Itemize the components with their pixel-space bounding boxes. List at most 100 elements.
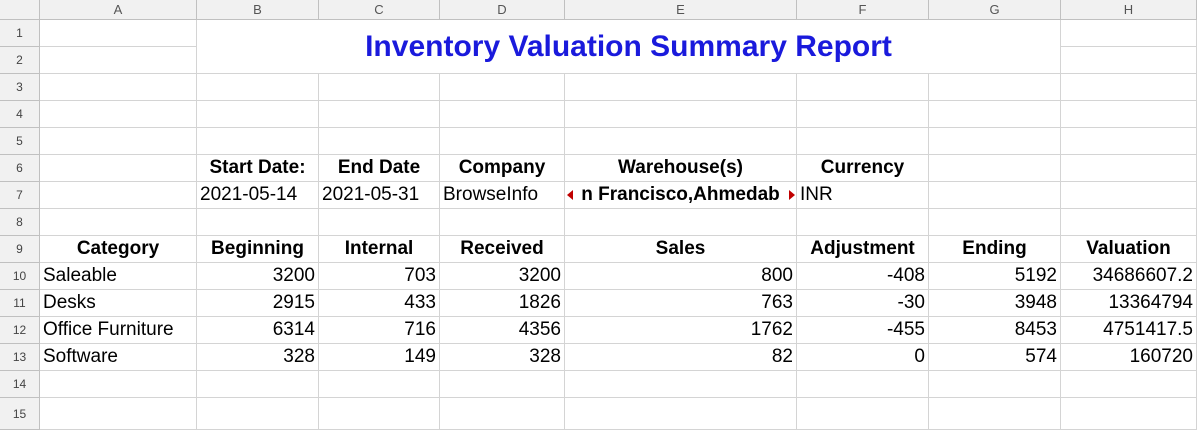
beginning-cell[interactable]: 3200 [197,263,319,290]
cell[interactable] [565,398,797,430]
cell[interactable] [797,101,929,128]
row-header-13[interactable]: 13 [0,344,40,371]
cell[interactable] [929,155,1061,182]
beginning-cell[interactable]: 2915 [197,290,319,317]
category-column-header[interactable]: Category [40,236,197,263]
cell[interactable] [1061,371,1197,398]
cell[interactable] [1061,101,1197,128]
category-cell[interactable]: Desks [40,290,197,317]
cell[interactable] [319,74,440,101]
currency-header[interactable]: Currency [797,155,929,182]
column-header-h[interactable]: H [1061,0,1197,20]
cell[interactable] [40,182,197,209]
ending-cell[interactable]: 3948 [929,290,1061,317]
adjustment-cell[interactable]: -408 [797,263,929,290]
cell[interactable] [197,128,319,155]
cell[interactable] [565,371,797,398]
sales-cell[interactable]: 1762 [565,317,797,344]
warehouse-value[interactable]: n Francisco,Ahmedab [565,182,797,209]
warehouse-header[interactable]: Warehouse(s) [565,155,797,182]
cell[interactable] [319,209,440,236]
valuation-cell[interactable]: 4751417.5 [1061,317,1197,344]
start-date-header[interactable]: Start Date: [197,155,319,182]
column-header-a[interactable]: A [40,0,197,20]
sales-cell[interactable]: 763 [565,290,797,317]
valuation-column-header[interactable]: Valuation [1061,236,1197,263]
adjustment-column-header[interactable]: Adjustment [797,236,929,263]
row-header-12[interactable]: 12 [0,317,40,344]
ending-cell[interactable]: 8453 [929,317,1061,344]
internal-cell[interactable]: 703 [319,263,440,290]
cell[interactable] [1061,20,1197,47]
cell[interactable] [1061,209,1197,236]
valuation-cell[interactable]: 34686607.2 [1061,263,1197,290]
cell[interactable] [1061,128,1197,155]
cell[interactable] [797,398,929,430]
adjustment-cell[interactable]: -30 [797,290,929,317]
cell[interactable] [929,128,1061,155]
cell[interactable] [929,209,1061,236]
cell[interactable] [197,398,319,430]
internal-cell[interactable]: 433 [319,290,440,317]
cell[interactable] [565,101,797,128]
cell[interactable] [40,47,197,74]
end-date-value[interactable]: 2021-05-31 [319,182,440,209]
cell[interactable] [40,398,197,430]
cell[interactable] [1061,398,1197,430]
row-header-8[interactable]: 8 [0,209,40,236]
cell[interactable] [319,398,440,430]
select-all-corner[interactable] [0,0,40,20]
company-value[interactable]: BrowseInfo [440,182,565,209]
cell[interactable] [929,398,1061,430]
received-cell[interactable]: 4356 [440,317,565,344]
cell[interactable] [197,209,319,236]
cell[interactable] [440,74,565,101]
row-header-10[interactable]: 10 [0,263,40,290]
company-header[interactable]: Company [440,155,565,182]
sales-column-header[interactable]: Sales [565,236,797,263]
cell[interactable] [40,155,197,182]
beginning-column-header[interactable]: Beginning [197,236,319,263]
ending-cell[interactable]: 5192 [929,263,1061,290]
report-title[interactable]: Inventory Valuation Summary Report [197,20,1061,74]
internal-cell[interactable]: 149 [319,344,440,371]
column-header-e[interactable]: E [565,0,797,20]
cell[interactable] [40,74,197,101]
end-date-header[interactable]: End Date [319,155,440,182]
cell[interactable] [929,182,1061,209]
cell[interactable] [197,101,319,128]
cell[interactable] [1061,74,1197,101]
received-cell[interactable]: 328 [440,344,565,371]
cell[interactable] [40,101,197,128]
cell[interactable] [440,128,565,155]
beginning-cell[interactable]: 6314 [197,317,319,344]
category-cell[interactable]: Saleable [40,263,197,290]
cell[interactable] [565,209,797,236]
cell[interactable] [797,209,929,236]
beginning-cell[interactable]: 328 [197,344,319,371]
cell[interactable] [797,74,929,101]
column-header-b[interactable]: B [197,0,319,20]
row-header-11[interactable]: 11 [0,290,40,317]
start-date-value[interactable]: 2021-05-14 [197,182,319,209]
row-header-7[interactable]: 7 [0,182,40,209]
cell[interactable] [319,371,440,398]
row-header-4[interactable]: 4 [0,101,40,128]
valuation-cell[interactable]: 13364794 [1061,290,1197,317]
cell[interactable] [40,371,197,398]
received-column-header[interactable]: Received [440,236,565,263]
cell[interactable] [929,101,1061,128]
adjustment-cell[interactable]: -455 [797,317,929,344]
adjustment-cell[interactable]: 0 [797,344,929,371]
column-header-f[interactable]: F [797,0,929,20]
cell[interactable] [929,74,1061,101]
cell[interactable] [1061,47,1197,74]
row-header-5[interactable]: 5 [0,128,40,155]
row-header-14[interactable]: 14 [0,371,40,398]
valuation-cell[interactable]: 160720 [1061,344,1197,371]
cell[interactable] [197,74,319,101]
cell[interactable] [565,128,797,155]
sales-cell[interactable]: 82 [565,344,797,371]
column-header-g[interactable]: G [929,0,1061,20]
row-header-3[interactable]: 3 [0,74,40,101]
